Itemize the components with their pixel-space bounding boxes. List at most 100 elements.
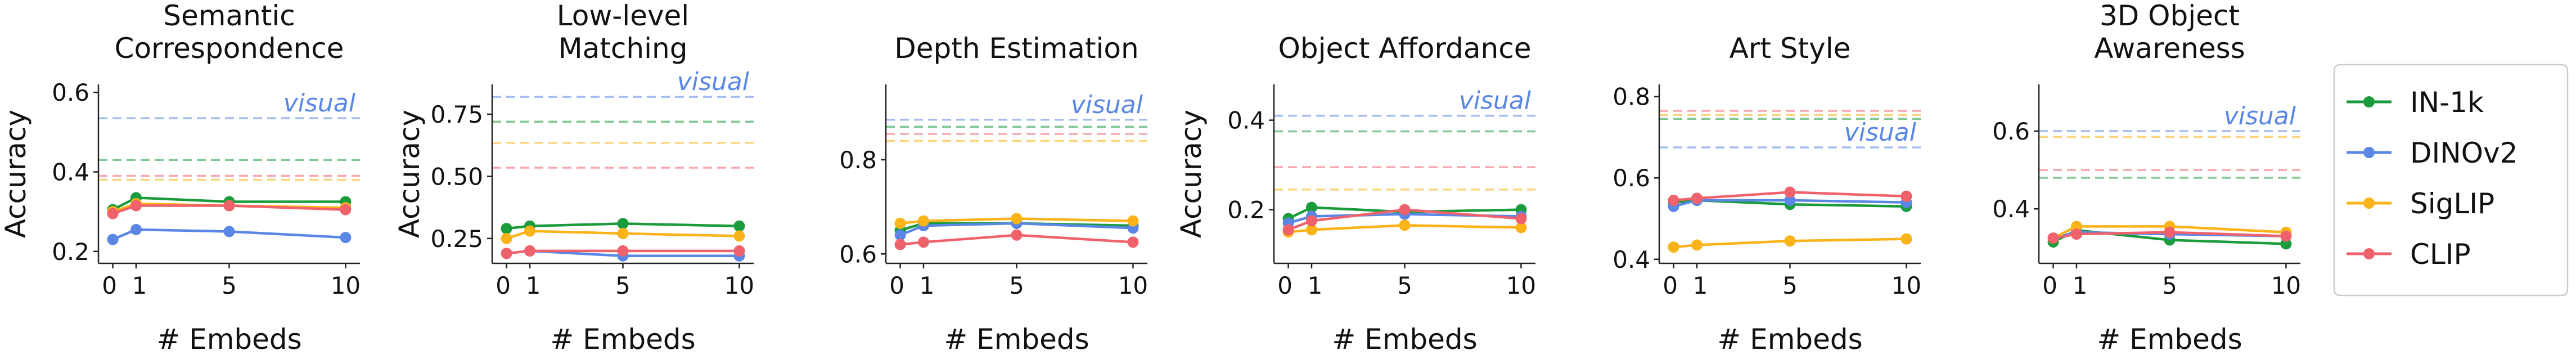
x-axis-label: # Embeds <box>2097 323 2242 356</box>
series-line-clip <box>1673 191 1907 202</box>
legend-label-siglip: SigLIP <box>2410 187 2494 220</box>
y-tick-label: 0.2 <box>1227 196 1265 224</box>
data-point-clip <box>2047 232 2059 244</box>
data-point-clip <box>223 200 235 212</box>
data-point-clip <box>1515 213 1527 225</box>
visual-label: visual <box>1071 91 1143 119</box>
legend-frame <box>2333 64 2569 297</box>
subplot-title: Awareness <box>2094 32 2245 65</box>
data-point-clip <box>130 200 142 212</box>
y-axis-label: Accuracy <box>0 110 32 238</box>
y-axis-label: Accuracy <box>393 110 426 238</box>
x-tick-label: 0 <box>102 272 117 299</box>
x-axis-label: # Embeds <box>1332 323 1477 356</box>
y-tick-label: 0.25 <box>430 225 483 253</box>
x-tick-label: 0 <box>2042 272 2057 299</box>
data-point-siglip <box>1515 222 1527 234</box>
series-line-siglip <box>900 217 1133 225</box>
x-tick-label: 5 <box>1782 272 1798 299</box>
data-point-siglip <box>524 225 535 237</box>
series-line-clip <box>112 204 346 215</box>
legend: IN-1k DINOv2 SigLIP CLIP <box>2333 64 2569 297</box>
data-point-dinov2 <box>107 234 119 245</box>
data-point-dinov2 <box>894 229 906 241</box>
data-point-siglip <box>733 230 745 242</box>
data-point-in-1k <box>1305 201 1317 213</box>
data-point-clip <box>733 245 745 257</box>
data-point-siglip <box>1901 233 1912 245</box>
series-line-in-1k <box>1287 206 1521 220</box>
legend-swatch-marker <box>2363 248 2375 259</box>
series-line-siglip <box>1673 237 1907 249</box>
series-line-siglip <box>1288 224 1521 234</box>
y-tick-label: 0.6 <box>1613 164 1650 192</box>
y-tick-label: 0.6 <box>1992 118 2030 145</box>
visual-label: visual <box>1844 118 1917 147</box>
y-tick-label: 0.8 <box>839 146 877 174</box>
data-point-clip <box>1127 236 1139 248</box>
visual-label: visual <box>677 68 750 96</box>
legend-label-dinov2: DINOv2 <box>2410 137 2518 169</box>
y-tick-label: 0.75 <box>430 101 483 128</box>
subplot-3: Depth Estimation visual 0.6 0.8 0 1 5 10 # Embed… <box>839 32 1148 356</box>
data-point-clip <box>1399 204 1411 216</box>
data-point-clip <box>894 239 906 250</box>
subplot-title: Art Style <box>1730 32 1851 65</box>
x-axis-label: # Embeds <box>1717 323 1862 356</box>
data-point-siglip <box>1127 215 1139 227</box>
data-point-clip <box>1305 215 1317 227</box>
data-point-clip <box>1282 224 1294 236</box>
x-tick-label: 0 <box>1663 272 1678 299</box>
x-tick-label: 10 <box>1892 272 1921 299</box>
data-point-clip <box>524 245 535 257</box>
x-tick-label: 5 <box>1397 272 1412 299</box>
data-point-clip <box>1901 190 1912 202</box>
data-point-siglip <box>917 215 929 227</box>
data-point-siglip <box>1011 213 1023 225</box>
legend-swatch-marker <box>2363 96 2375 107</box>
series-line-dinov2 <box>1673 199 1907 208</box>
data-point-dinov2 <box>1784 194 1796 206</box>
visual-label: visual <box>1459 87 1532 115</box>
series-line-clip <box>506 249 740 255</box>
data-point-clip <box>340 204 352 216</box>
data-point-clip <box>1784 186 1796 198</box>
y-tick-label: 0.4 <box>1227 107 1265 134</box>
data-point-clip <box>917 236 929 248</box>
x-tick-label: 1 <box>526 272 541 299</box>
y-tick-label: 0.2 <box>52 238 89 266</box>
data-point-siglip <box>894 217 906 229</box>
subplot-4: Object Affordance visual 0.2 0.4 0 1 5 10 # Embe… <box>1175 32 1536 356</box>
x-tick-label: 10 <box>724 272 754 299</box>
legend-label-clip: CLIP <box>2410 238 2471 271</box>
x-tick-label: 10 <box>331 272 361 299</box>
data-point-clip <box>1011 229 1023 241</box>
x-tick-label: 1 <box>2073 272 2088 299</box>
x-tick-label: 1 <box>1308 272 1323 299</box>
x-tick-label: 10 <box>2271 272 2301 299</box>
x-axis-label: # Embeds <box>156 323 301 356</box>
x-tick-label: 10 <box>1118 272 1148 299</box>
subplot-title: Depth Estimation <box>894 32 1138 65</box>
data-point-clip <box>107 208 119 219</box>
legend-swatch-marker <box>2363 198 2375 209</box>
data-point-in-1k <box>2280 238 2292 250</box>
x-tick-label: 5 <box>1009 272 1024 299</box>
x-tick-label: 1 <box>920 272 935 299</box>
y-tick-label: 0.50 <box>430 163 483 190</box>
subplot-title: Low-level <box>557 0 689 32</box>
data-point-clip <box>2280 230 2292 242</box>
series-line-dinov2 <box>899 222 1133 236</box>
data-point-siglip <box>1399 219 1411 231</box>
x-tick-label: 1 <box>132 272 147 299</box>
data-point-in-1k <box>733 220 745 232</box>
data-point-clip <box>2164 226 2176 238</box>
series-line-clip <box>2053 231 2286 240</box>
data-point-siglip <box>617 228 629 239</box>
x-tick-label: 10 <box>1506 272 1536 299</box>
data-point-clip <box>2070 228 2082 240</box>
visual-label: visual <box>283 89 356 118</box>
data-point-siglip <box>1668 241 1679 253</box>
